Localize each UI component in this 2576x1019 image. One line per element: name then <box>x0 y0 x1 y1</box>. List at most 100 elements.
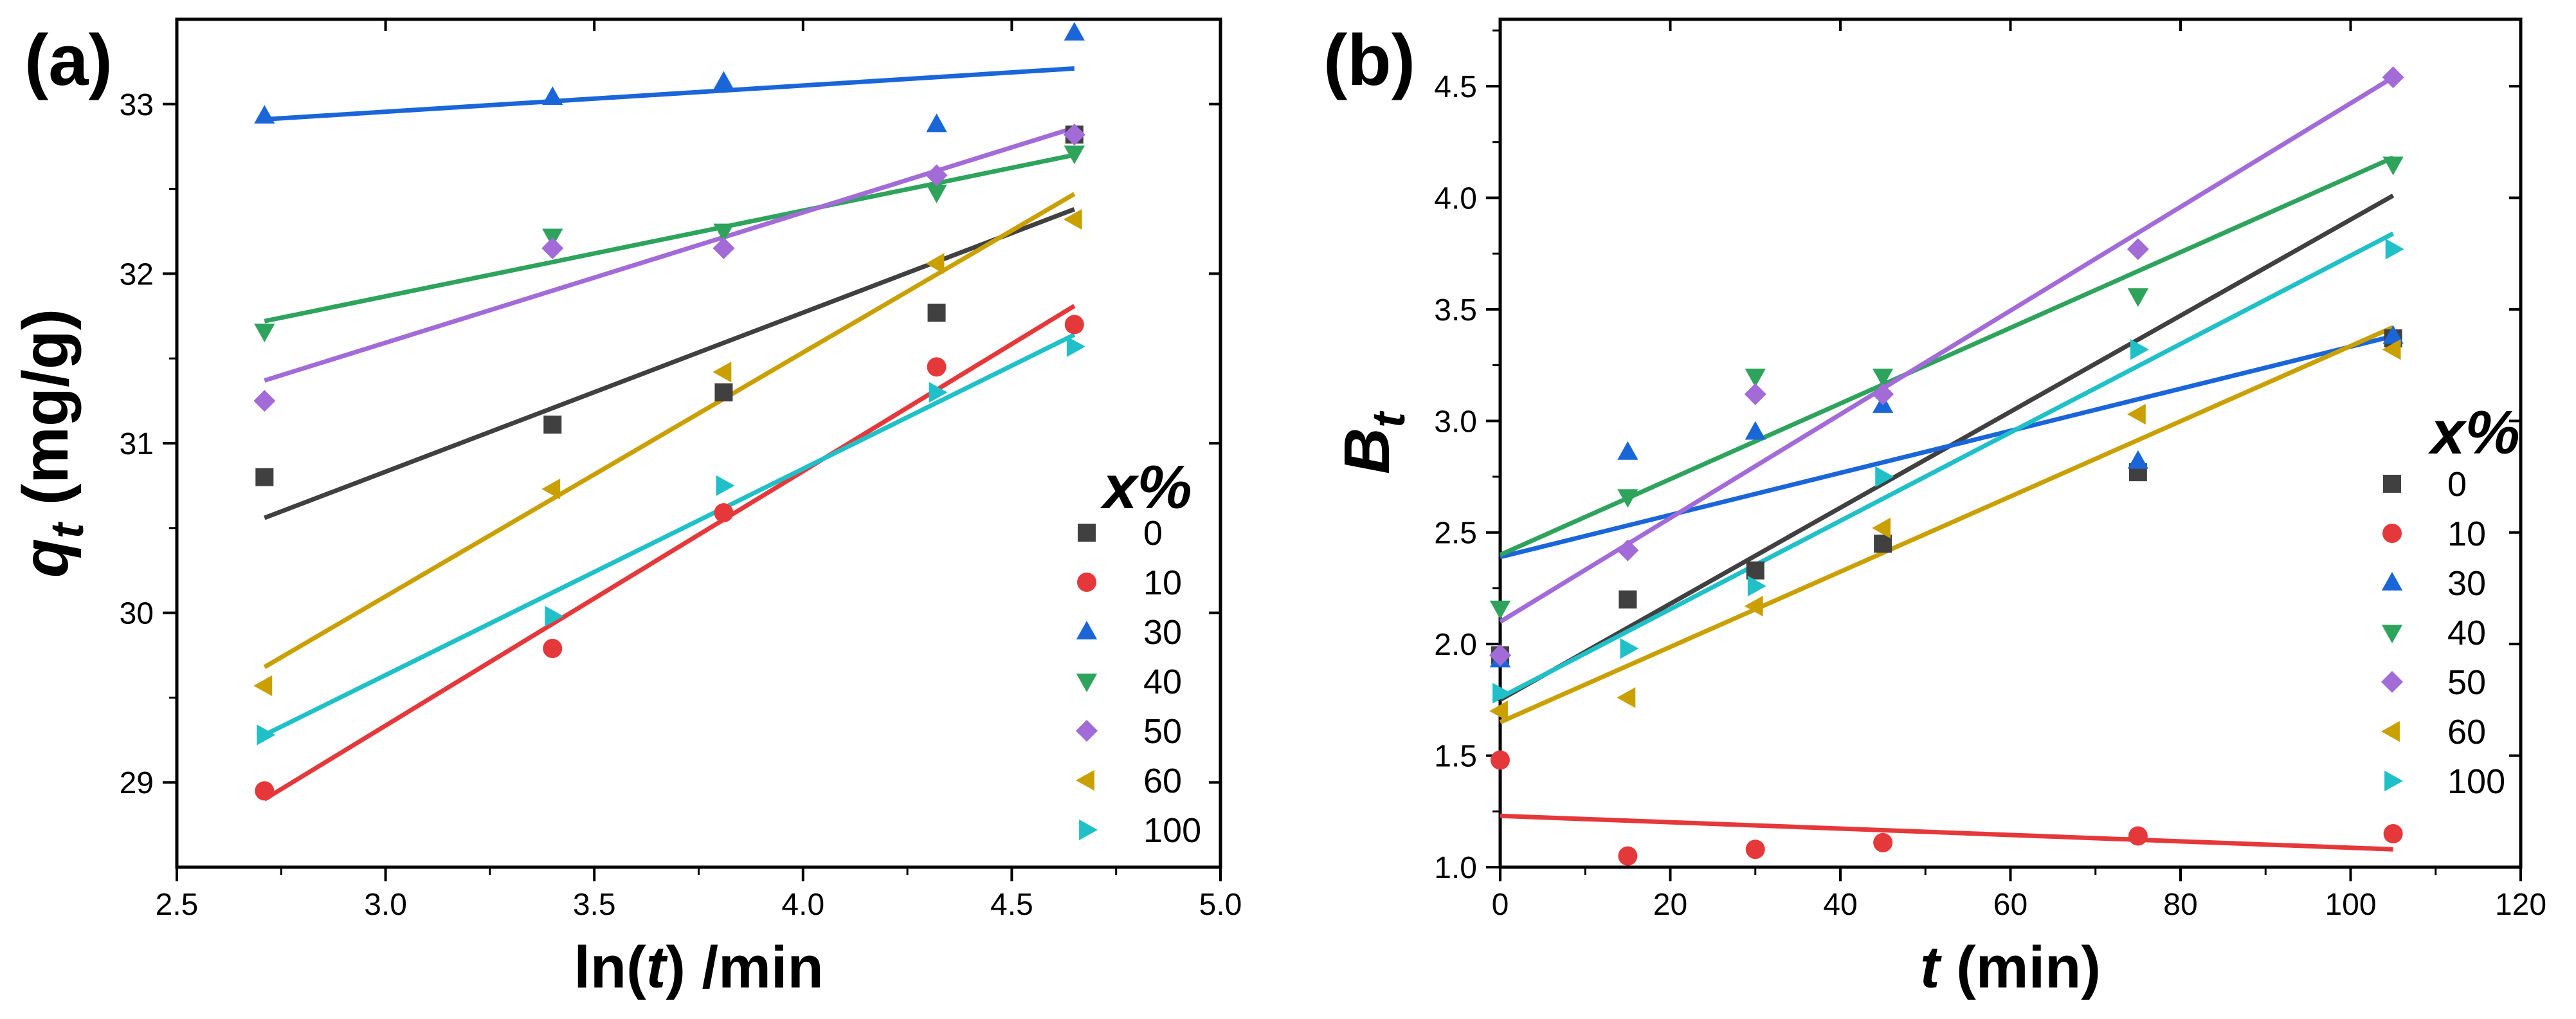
data-point-30 <box>1064 22 1085 41</box>
legend-marker-0 <box>2383 475 2401 493</box>
x-tick-label: 3.5 <box>573 888 616 922</box>
data-point-10 <box>543 638 563 658</box>
legend-label-0: 0 <box>1143 514 1163 553</box>
x-tick-label: 2.5 <box>156 888 199 922</box>
data-point-10 <box>1491 750 1510 770</box>
fit-line-30 <box>264 66 1075 122</box>
y-tick-label: 32 <box>120 257 154 291</box>
data-point-10 <box>1618 846 1638 866</box>
data-point-60 <box>1489 701 1508 722</box>
x-tick-label: 3.0 <box>364 888 407 922</box>
data-point-10 <box>714 503 734 523</box>
data-point-30 <box>542 86 563 106</box>
data-point-100 <box>2385 239 2404 260</box>
data-point-10 <box>2128 826 2148 846</box>
panel-label-b: (b) <box>1323 20 1416 100</box>
data-point-60 <box>1063 208 1082 230</box>
x-tick-label: 4.5 <box>990 888 1033 922</box>
y-axis-title: Bt <box>1331 410 1415 474</box>
data-point-100 <box>929 381 948 403</box>
data-point-60 <box>253 675 273 697</box>
legend-label-40: 40 <box>2447 614 2486 652</box>
y-tick-label: 31 <box>120 427 154 461</box>
legend-label-100: 100 <box>1143 811 1201 850</box>
data-point-60 <box>2382 339 2401 360</box>
data-point-50 <box>2382 66 2404 89</box>
data-point-50 <box>925 164 948 187</box>
data-point-50 <box>541 237 564 259</box>
x-tick-label: 4.0 <box>781 888 824 922</box>
data-point-10 <box>927 357 947 377</box>
x-tick-label: 20 <box>1653 888 1687 922</box>
data-point-40 <box>1872 369 1894 387</box>
data-point-0 <box>543 416 562 434</box>
legend-marker-50 <box>1076 720 1098 742</box>
x-tick-label: 5.0 <box>1199 888 1242 922</box>
data-point-50 <box>1617 539 1639 562</box>
data-point-60 <box>1617 687 1636 708</box>
data-point-40 <box>1489 600 1511 620</box>
fit-line-30 <box>1500 334 2394 560</box>
data-point-100 <box>1747 575 1766 597</box>
panel-label-a: (a) <box>24 20 113 100</box>
y-tick-label: 1.0 <box>1434 851 1477 885</box>
data-point-30 <box>713 71 734 90</box>
y-tick-label: 1.5 <box>1434 740 1477 774</box>
data-point-0 <box>927 304 946 322</box>
data-point-0 <box>1874 535 1892 553</box>
legend-label-0: 0 <box>2447 465 2467 504</box>
data-point-40 <box>2127 288 2149 308</box>
fit-line-60 <box>1499 325 2395 724</box>
data-point-50 <box>1489 644 1511 666</box>
data-point-100 <box>257 724 276 746</box>
data-point-50 <box>1872 383 1894 405</box>
x-tick-label: 100 <box>2325 888 2376 922</box>
data-point-100 <box>1066 336 1085 357</box>
data-point-30 <box>926 113 947 133</box>
y-tick-label: 3.0 <box>1434 405 1477 439</box>
legend-marker-30 <box>2381 572 2403 591</box>
data-point-40 <box>1745 369 1766 387</box>
data-point-30 <box>1745 421 1766 440</box>
data-point-50 <box>2127 238 2149 261</box>
data-point-60 <box>2127 403 2146 425</box>
legend-label-60: 60 <box>2447 713 2486 751</box>
data-point-40 <box>713 223 734 243</box>
legend-marker-100 <box>2384 770 2403 792</box>
legend-title: x% <box>1100 453 1192 522</box>
legend-marker-40 <box>2381 625 2403 643</box>
legend-marker-0 <box>1078 524 1096 542</box>
data-point-50 <box>1063 124 1085 146</box>
fit-line-10 <box>263 304 1076 802</box>
data-point-100 <box>545 605 564 627</box>
data-point-10 <box>2383 823 2403 843</box>
data-point-100 <box>1620 638 1639 659</box>
data-point-40 <box>254 324 275 343</box>
data-point-0 <box>714 383 733 401</box>
data-point-50 <box>712 237 735 259</box>
data-point-100 <box>716 475 735 497</box>
x-tick-label: 60 <box>1993 888 2027 922</box>
legend-label-50: 50 <box>1143 712 1182 751</box>
legend-marker-40 <box>1076 674 1098 692</box>
data-point-60 <box>1744 596 1763 617</box>
data-point-30 <box>1617 441 1638 460</box>
data-point-10 <box>1064 315 1084 335</box>
data-point-40 <box>2382 156 2404 176</box>
x-axis-title: ln(t) /min <box>574 935 823 1000</box>
legend-label-30: 30 <box>2447 564 2486 603</box>
y-tick-label: 3.5 <box>1434 293 1477 327</box>
legend-marker-50 <box>2381 671 2403 693</box>
y-tick-label: 2.0 <box>1434 628 1477 662</box>
y-tick-label: 30 <box>120 597 154 631</box>
data-point-100 <box>1492 683 1511 704</box>
plot-frame <box>175 17 1222 869</box>
legend-marker-60 <box>2381 721 2400 742</box>
legend-marker-10 <box>2382 524 2402 543</box>
legend-label-60: 60 <box>1143 762 1182 800</box>
data-point-0 <box>255 468 274 486</box>
fit-line-40 <box>264 152 1075 324</box>
data-point-60 <box>541 479 561 500</box>
legend-marker-10 <box>1077 573 1096 592</box>
